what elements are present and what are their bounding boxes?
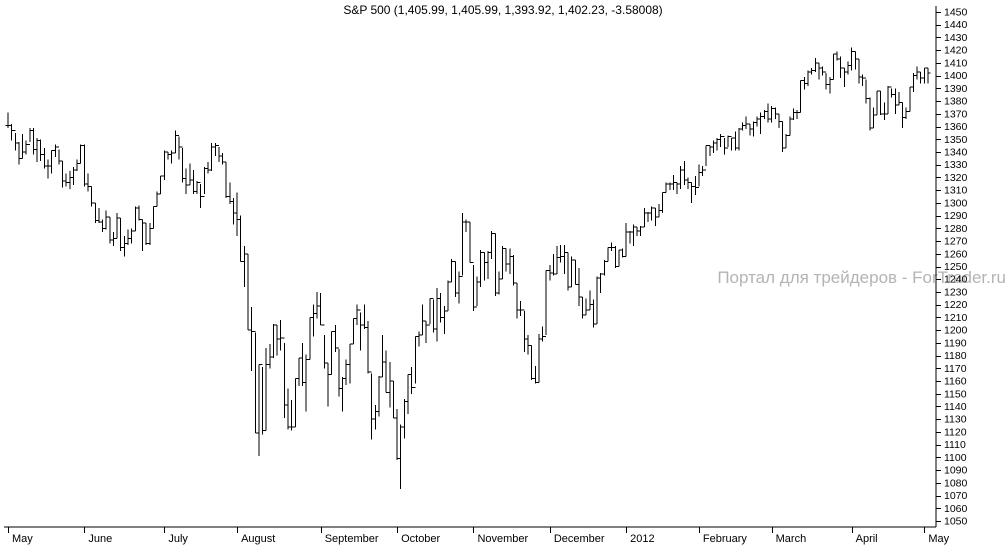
y-tick-label: 1120: [944, 426, 967, 438]
month-label: March: [776, 533, 807, 545]
month-label: August: [241, 533, 275, 545]
month-label: April: [856, 533, 878, 545]
y-tick-label: 1130: [944, 414, 967, 426]
y-tick-label: 1350: [944, 134, 968, 146]
y-tick-label: 1310: [944, 185, 968, 197]
y-tick-label: 1170: [944, 363, 967, 375]
y-tick-label: 1370: [944, 108, 968, 120]
y-tick-label: 1440: [944, 19, 968, 31]
chart-title: S&P 500 (1,405.99, 1,405.99, 1,393.92, 1…: [343, 3, 663, 17]
month-label: September: [325, 533, 379, 545]
month-label: October: [401, 533, 440, 545]
y-tick-label: 1140: [944, 401, 967, 413]
y-tick-label: 1100: [944, 452, 967, 464]
month-label: June: [88, 533, 112, 545]
y-tick-label: 1150: [944, 388, 967, 400]
y-tick-label: 1050: [944, 516, 968, 528]
ohlc-bars: [5, 47, 931, 490]
y-tick-label: 1190: [944, 337, 967, 349]
y-tick-label: 1290: [944, 210, 968, 222]
y-tick-label: 1320: [944, 172, 968, 184]
y-tick-label: 1240: [944, 274, 968, 286]
month-label: February: [703, 533, 748, 545]
y-tick-label: 1220: [944, 299, 968, 311]
y-tick-label: 1180: [944, 350, 967, 362]
y-tick-label: 1200: [944, 325, 968, 337]
y-tick-label: 1400: [944, 70, 968, 82]
y-tick-label: 1420: [944, 45, 968, 57]
watermark: Портал для трейдеров - ForTrader.ru: [717, 268, 1006, 287]
month-label: May: [928, 533, 949, 545]
y-tick-label: 1210: [944, 312, 968, 324]
y-tick-label: 1280: [944, 223, 968, 235]
month-label: July: [168, 533, 188, 545]
y-tick-label: 1090: [944, 465, 968, 477]
y-tick-label: 1060: [944, 503, 968, 515]
axes: [4, 6, 937, 528]
month-label: May: [12, 533, 33, 545]
y-tick-label: 1260: [944, 248, 968, 260]
y-tick-label: 1340: [944, 146, 968, 158]
month-label: 2012: [630, 533, 654, 545]
y-tick-label: 1410: [944, 57, 968, 69]
month-ticks: [8, 527, 925, 533]
y-tick-label: 1330: [944, 159, 968, 171]
y-tick-label: 1230: [944, 286, 968, 298]
y-tick-label: 1160: [944, 376, 967, 388]
y-tick-label: 1250: [944, 261, 968, 273]
y-tick-label: 1080: [944, 477, 968, 489]
y-tick-label: 1070: [944, 490, 968, 502]
y-tick-label: 1380: [944, 96, 968, 108]
y-tick-label: 1450: [944, 7, 968, 19]
y-ticks: [936, 12, 941, 522]
y-tick-label: 1390: [944, 83, 968, 95]
month-label: December: [554, 533, 605, 545]
y-tick-label: 1270: [944, 236, 968, 248]
y-tick-label: 1110: [944, 439, 966, 451]
y-tick-label: 1360: [944, 121, 968, 133]
month-label: November: [477, 533, 528, 545]
y-tick-label: 1300: [944, 197, 968, 209]
y-tick-label: 1430: [944, 32, 968, 44]
